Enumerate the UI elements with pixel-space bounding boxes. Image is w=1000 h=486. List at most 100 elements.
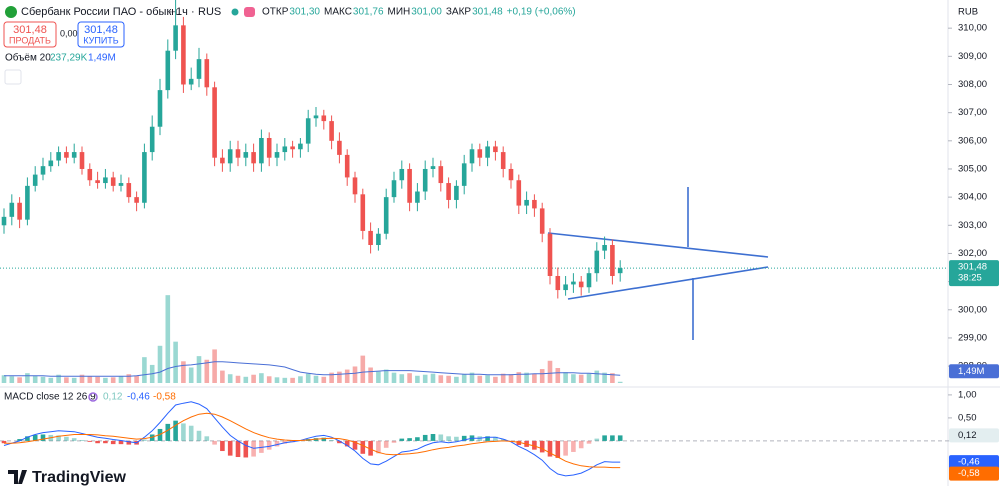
candle-body	[399, 168, 405, 181]
candle-body	[555, 275, 561, 291]
volume-bar	[454, 376, 459, 383]
candle-body	[594, 250, 600, 274]
volume-bar	[220, 370, 225, 383]
separator: ·	[169, 6, 173, 18]
volume-bar	[422, 374, 428, 383]
histogram-bar	[142, 439, 147, 441]
histogram-bar	[87, 440, 93, 442]
histogram-bar	[578, 440, 584, 449]
candle-body	[48, 160, 54, 167]
candle-body	[376, 233, 381, 246]
histogram-bar	[227, 440, 233, 456]
histogram-bar	[602, 435, 607, 441]
candle-body	[149, 126, 155, 153]
ohlc-label: ОТКР	[262, 7, 289, 18]
trend-line[interactable]	[567, 266, 769, 300]
volume-bar	[1, 375, 7, 383]
histogram-bar	[376, 440, 381, 454]
volume-bar	[313, 375, 319, 383]
histogram-bar	[563, 440, 568, 456]
histogram-bar	[110, 440, 116, 445]
histogram-bar	[1, 440, 7, 444]
volume-bar	[337, 371, 342, 383]
histogram-bar	[196, 430, 202, 441]
triangle-drawing[interactable]	[547, 187, 769, 340]
trend-line[interactable]	[547, 232, 769, 258]
histogram-bar	[407, 438, 412, 441]
indicator-icon[interactable]	[88, 392, 98, 402]
candle-body	[87, 168, 93, 181]
candle-body	[532, 199, 537, 209]
histogram-bar	[617, 435, 623, 441]
volume-bar	[251, 374, 256, 383]
histogram-bar	[438, 434, 444, 441]
volume-bar	[181, 361, 186, 383]
price-tag: 301,48	[958, 262, 987, 273]
candle-body	[142, 152, 147, 203]
volume-bar	[399, 374, 405, 383]
candle-body	[17, 202, 22, 220]
ohlc-value: 301,76	[353, 7, 384, 18]
flag-icon[interactable]	[244, 7, 255, 17]
candle-body	[251, 152, 256, 164]
histogram-bar	[368, 440, 373, 456]
histogram-bar	[485, 436, 490, 441]
candle-body	[196, 59, 202, 79]
macd-tag-bg	[949, 455, 999, 470]
candle-body	[391, 180, 397, 198]
histogram-bar	[181, 423, 186, 441]
histogram-bar	[220, 440, 225, 452]
volume-bar	[87, 376, 93, 383]
y-tick-label: 309,00	[958, 51, 987, 62]
buy-button[interactable]	[77, 21, 125, 48]
candle-body	[227, 149, 233, 164]
histogram-bar	[71, 438, 77, 441]
volume-bar	[25, 373, 30, 383]
sell-button[interactable]	[3, 21, 57, 48]
histogram-bar	[259, 440, 264, 453]
signal-value: -0,58	[153, 392, 176, 403]
histogram-bar	[399, 438, 405, 441]
candle-body	[321, 115, 327, 122]
currency[interactable]: RUB	[958, 7, 978, 18]
sell-price: 301,48	[13, 24, 47, 36]
volume-bar	[235, 375, 241, 383]
histogram-bar	[56, 435, 61, 441]
candle-body	[298, 143, 303, 150]
y-tick-label: 0,50	[958, 412, 977, 423]
volume-tag: 1,49M	[958, 366, 984, 377]
volume-bar	[532, 373, 537, 383]
candle-body	[305, 118, 311, 144]
y-tick-label: 307,00	[958, 107, 987, 118]
y-tick-label: 304,00	[958, 192, 987, 203]
market-status[interactable]	[231, 8, 239, 16]
candle-body	[157, 90, 163, 127]
ohlc-label: МАКС	[324, 7, 352, 18]
volume-bar	[126, 374, 132, 383]
histogram-bar	[126, 440, 132, 445]
volume-bar	[71, 377, 77, 383]
histogram-bar	[344, 440, 350, 447]
histogram-bar	[79, 439, 85, 441]
interval[interactable]: 1ч	[176, 6, 188, 18]
candle-body	[477, 149, 483, 158]
y-tick-label: 300,00	[958, 304, 987, 315]
candle-body	[40, 166, 46, 175]
candle-body	[290, 146, 295, 150]
candle-body	[282, 146, 288, 153]
histogram-bar	[266, 440, 272, 450]
symbol-name[interactable]: Сбербанк России ПАО - обыкн.	[21, 6, 180, 18]
collapse-button[interactable]	[4, 69, 22, 85]
histogram-bar	[188, 425, 194, 441]
logo[interactable]: TradingView	[8, 469, 127, 486]
volume-bar	[142, 357, 147, 383]
volume-bar	[196, 356, 202, 383]
volume-bar	[282, 377, 288, 383]
candle-body	[508, 168, 514, 181]
candle-body	[235, 149, 241, 158]
volume-bar	[516, 372, 522, 383]
candle-body	[563, 284, 568, 291]
candle-body	[344, 154, 350, 178]
histogram-bar	[539, 440, 545, 453]
price-tag-bg	[949, 260, 999, 287]
